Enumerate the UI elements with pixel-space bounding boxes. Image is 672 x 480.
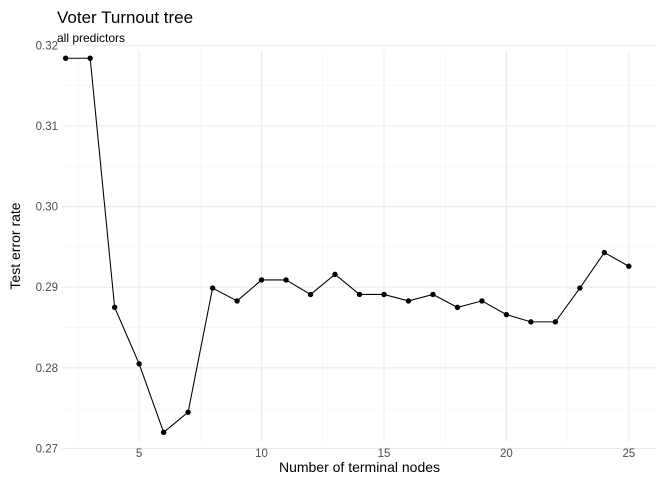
data-point bbox=[209, 285, 216, 291]
data-point bbox=[356, 291, 363, 298]
data-point bbox=[62, 55, 69, 61]
data-point bbox=[185, 409, 191, 415]
x-tick-labels: 5 10 15 20 25 bbox=[136, 448, 635, 460]
data-point bbox=[528, 319, 534, 325]
x-axis-label: Number of terminal nodes bbox=[279, 459, 440, 475]
data-point bbox=[258, 277, 265, 283]
y-tick-label: 0.32 bbox=[36, 40, 58, 52]
data-point bbox=[111, 304, 118, 311]
data-point bbox=[283, 277, 289, 283]
y-tick-labels: 0.27 0.28 0.29 0.30 0.31 0.32 bbox=[36, 40, 58, 455]
data-point bbox=[136, 361, 142, 367]
data-point bbox=[577, 285, 583, 291]
data-point bbox=[503, 311, 510, 318]
series-line bbox=[65, 57, 630, 434]
data-point bbox=[332, 271, 338, 278]
data-point bbox=[454, 304, 461, 311]
data-point bbox=[381, 291, 387, 298]
y-tick-label: 0.30 bbox=[36, 202, 58, 214]
data-point bbox=[479, 298, 485, 304]
data-point bbox=[234, 298, 240, 304]
x-tick-label: 15 bbox=[378, 448, 391, 460]
data-point bbox=[430, 291, 436, 298]
data-points bbox=[62, 55, 632, 436]
data-point bbox=[601, 249, 608, 256]
major-gridlines bbox=[62, 44, 657, 449]
data-point bbox=[87, 55, 93, 61]
data-point bbox=[405, 298, 412, 304]
y-tick-label: 0.27 bbox=[36, 443, 58, 455]
data-point bbox=[160, 429, 167, 436]
chart-title: Voter Turnout tree bbox=[57, 8, 193, 27]
y-tick-label: 0.28 bbox=[36, 363, 58, 375]
data-point bbox=[626, 263, 632, 269]
y-axis-label: Test error rate bbox=[7, 202, 23, 289]
chart-subtitle: all predictors bbox=[57, 31, 125, 45]
y-tick-label: 0.29 bbox=[36, 282, 58, 294]
x-tick-label: 25 bbox=[622, 448, 635, 460]
y-tick-label: 0.31 bbox=[36, 121, 58, 133]
data-point bbox=[307, 291, 314, 298]
x-tick-label: 5 bbox=[136, 448, 142, 460]
minor-gridlines bbox=[62, 51, 657, 442]
data-point bbox=[552, 319, 559, 325]
x-tick-label: 10 bbox=[255, 448, 268, 460]
x-tick-label: 20 bbox=[500, 448, 513, 460]
